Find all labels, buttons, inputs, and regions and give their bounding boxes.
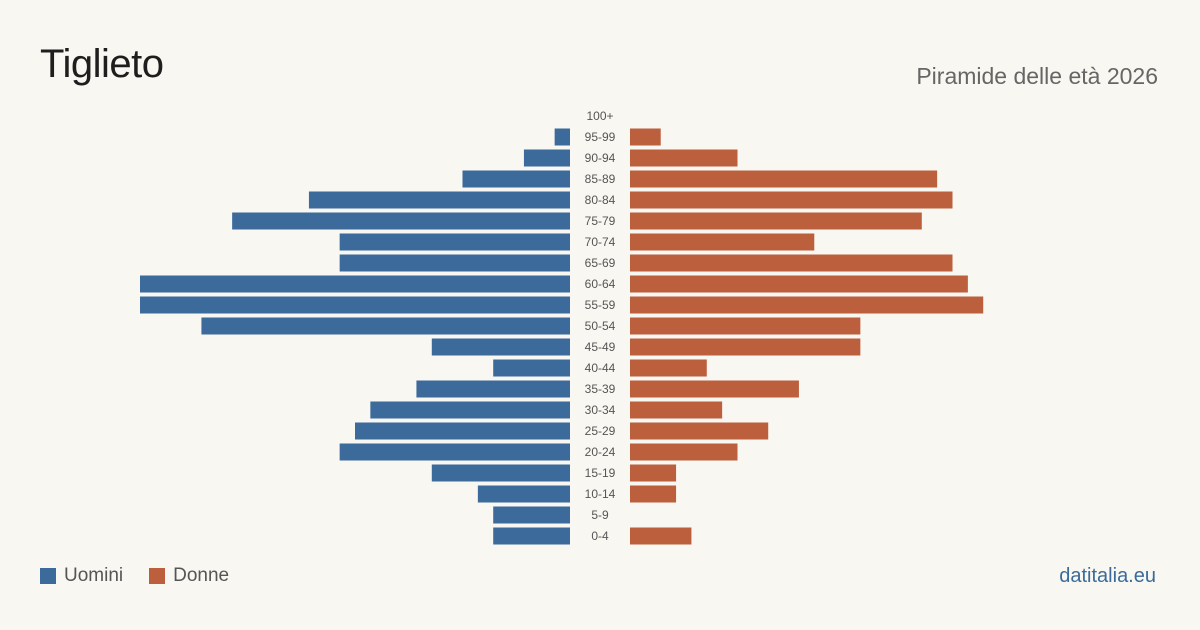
- bar-women-85-89: [630, 170, 938, 188]
- bar-women-75-79: [630, 212, 922, 230]
- bar-men-0-4: [493, 527, 570, 545]
- bar-men-20-24: [339, 443, 570, 461]
- age-tick-label: 30-34: [585, 403, 616, 417]
- legend-label-women: Donne: [173, 565, 230, 586]
- bar-men-5-9: [493, 506, 570, 524]
- bar-women-65-69: [630, 254, 953, 272]
- bar-men-95-99: [554, 128, 570, 146]
- source-link[interactable]: datitalia.eu: [1059, 565, 1156, 587]
- age-tick-label: 5-9: [591, 508, 609, 522]
- bar-women-35-39: [630, 380, 799, 398]
- legend-swatch-men: [40, 568, 56, 584]
- bar-women-30-34: [630, 401, 723, 419]
- bar-men-70-74: [339, 233, 570, 251]
- age-tick-label: 15-19: [585, 466, 616, 480]
- bar-women-90-94: [630, 149, 738, 167]
- bar-women-25-29: [630, 422, 769, 440]
- bar-women-20-24: [630, 443, 738, 461]
- age-tick-label: 65-69: [585, 256, 616, 270]
- legend-item-men: Uomini: [40, 565, 123, 587]
- bar-men-65-69: [339, 254, 570, 272]
- population-pyramid-chart: 100+ 95-99 90-94 85-89 80-84 75-79 70-74 65-69 6…: [140, 109, 984, 545]
- legend-label-men: Uomini: [64, 565, 124, 586]
- age-tick-label: 20-24: [585, 445, 616, 459]
- age-tick-label: 0-4: [591, 529, 609, 543]
- age-tick-label: 55-59: [585, 298, 616, 312]
- age-tick-label: 50-54: [585, 319, 616, 333]
- bar-women-50-54: [630, 317, 861, 335]
- bar-women-45-49: [630, 338, 861, 356]
- legend-swatch-women: [149, 568, 166, 584]
- age-tick-label: 75-79: [585, 214, 616, 228]
- chart-title: Tiglieto: [40, 42, 164, 86]
- age-tick-label: 85-89: [585, 172, 616, 186]
- age-tick-label: 60-64: [585, 277, 616, 291]
- bar-women-10-14: [630, 485, 677, 503]
- bar-women-95-99: [630, 128, 661, 146]
- bar-women-40-44: [630, 359, 707, 377]
- bar-women-80-84: [630, 191, 953, 209]
- bar-women-0-4: [630, 527, 692, 545]
- bar-men-25-29: [355, 422, 570, 440]
- bar-men-15-19: [431, 464, 570, 482]
- bar-men-80-84: [308, 191, 570, 209]
- bar-men-75-79: [232, 212, 570, 230]
- age-tick-label: 80-84: [585, 193, 616, 207]
- age-tick-label: 70-74: [585, 235, 616, 249]
- age-tick-label: 100+: [586, 109, 613, 123]
- bar-men-40-44: [493, 359, 570, 377]
- legend: Uomini Donne: [40, 565, 229, 587]
- age-tick-label: 35-39: [585, 382, 616, 396]
- age-tick-label: 95-99: [585, 130, 616, 144]
- bar-men-60-64: [140, 275, 570, 293]
- bar-men-85-89: [462, 170, 570, 188]
- bar-women-15-19: [630, 464, 677, 482]
- age-tick-label: 10-14: [585, 487, 616, 501]
- chart-subtitle: Piramide delle età 2026: [916, 63, 1158, 89]
- age-tick-label: 25-29: [585, 424, 616, 438]
- bar-men-55-59: [140, 296, 570, 314]
- age-tick-label: 45-49: [585, 340, 616, 354]
- bar-men-35-39: [416, 380, 570, 398]
- age-tick-label: 90-94: [585, 151, 616, 165]
- age-tick-label: 40-44: [585, 361, 616, 375]
- bar-women-70-74: [630, 233, 815, 251]
- bar-men-45-49: [431, 338, 570, 356]
- bar-men-30-34: [370, 401, 570, 419]
- bar-men-10-14: [477, 485, 570, 503]
- legend-item-women: Donne: [149, 565, 229, 587]
- bar-men-50-54: [201, 317, 570, 335]
- bar-women-55-59: [630, 296, 984, 314]
- bar-men-90-94: [523, 149, 570, 167]
- bar-women-60-64: [630, 275, 968, 293]
